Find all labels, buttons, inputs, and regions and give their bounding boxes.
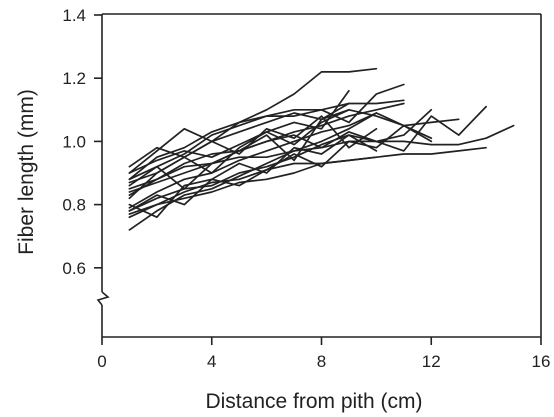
x-tick-label-4: 4 [207, 352, 216, 371]
y-tick-label-1.2: 1.2 [62, 69, 86, 88]
tick-labels: 0 4 8 12 16 0.6 0.8 1.0 1.2 1.4 [62, 6, 550, 371]
y-axis-break-mark [96, 291, 110, 306]
x-tick-label-16: 16 [532, 352, 551, 371]
series-line-13 [128, 124, 433, 219]
series-line-7 [128, 112, 433, 231]
series-line-9 [128, 112, 378, 209]
x-tick-label-12: 12 [422, 352, 441, 371]
series-line-15 [128, 89, 350, 184]
series-lines [128, 67, 515, 231]
y-tick-label-0.6: 0.6 [62, 259, 86, 278]
series-line-8 [128, 83, 405, 181]
x-axis-label: Distance from pith (cm) [205, 390, 422, 413]
axes [94, 13, 542, 345]
y-tick-label-1.4: 1.4 [62, 6, 86, 25]
series-line-14 [128, 108, 433, 196]
series-line-4 [128, 146, 487, 219]
series-line-17 [128, 108, 350, 174]
y-axis-label: Fiber length (mm) [15, 89, 38, 255]
y-tick-label-1.0: 1.0 [62, 132, 86, 151]
series-line-18 [128, 156, 378, 215]
x-tick-label-8: 8 [317, 352, 326, 371]
y-tick-label-0.8: 0.8 [62, 196, 86, 215]
x-tick-label-0: 0 [97, 352, 106, 371]
series-line-16 [128, 134, 378, 212]
series-line-12 [128, 115, 378, 168]
